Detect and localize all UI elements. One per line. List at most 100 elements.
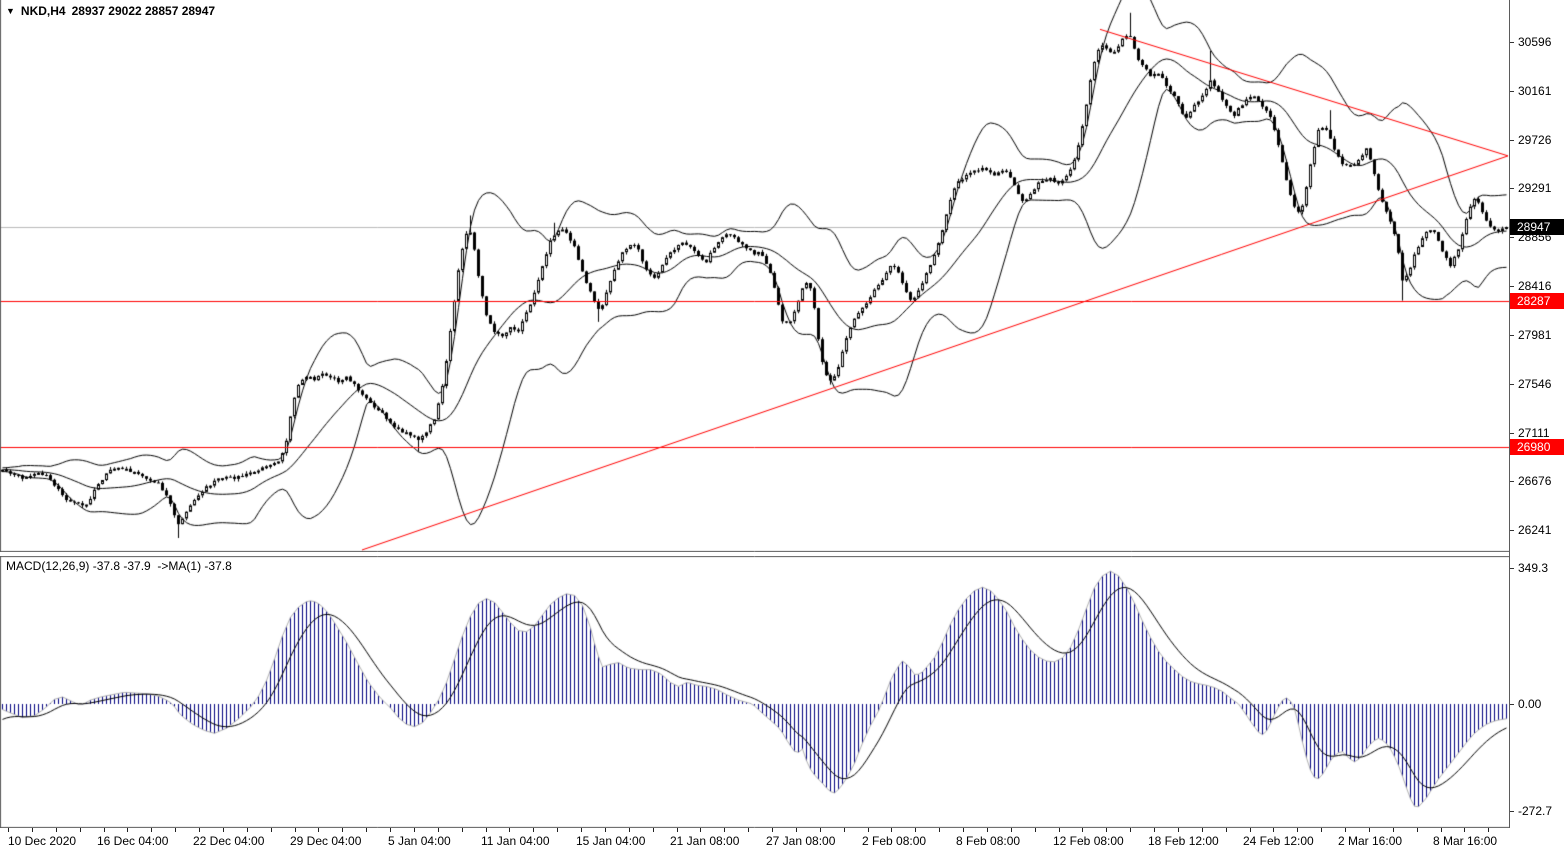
time-axis-tick-mark (438, 828, 439, 832)
axis-tick-mark (1510, 567, 1514, 569)
time-axis-tick-mark (32, 828, 33, 832)
time-axis-tick-mark (1250, 828, 1251, 832)
collapse-chart-icon[interactable]: ▼ (6, 6, 15, 16)
price-axis-tick: 26241 (1518, 523, 1552, 538)
time-axis-tick-mark (1345, 828, 1346, 832)
time-axis[interactable]: 10 Dec 2020 16 Dec 04:00 22 Dec 04:00 29 De… (0, 828, 1566, 850)
time-axis-tick-mark (1464, 828, 1465, 832)
macd-indicator-canvas[interactable] (0, 556, 1509, 828)
time-axis-tick-mark (414, 828, 415, 832)
axis-tick-mark (1510, 704, 1514, 705)
time-axis-tick-mark (915, 828, 916, 832)
time-axis-tick-mark (462, 828, 463, 832)
time-axis-label: 11 Jan 04:00 (481, 834, 550, 848)
time-axis-tick-mark (104, 828, 105, 832)
axis-tick-mark (1510, 383, 1514, 385)
time-axis-label: 29 Dec 04:00 (290, 834, 362, 848)
axis-tick-mark (1510, 335, 1514, 337)
time-axis-tick-mark (605, 828, 606, 832)
time-axis-label: 8 Mar 16:00 (1433, 834, 1498, 848)
time-axis-tick-mark (318, 828, 319, 832)
time-axis-tick-mark (987, 828, 988, 832)
time-axis-label: 8 Feb 08:00 (956, 834, 1021, 848)
price-level-badge: 26980 (1510, 439, 1564, 456)
time-axis-tick-mark (629, 828, 630, 832)
macd-indicator-label: MACD(12,26,9) -37.8 -37.9 ->MA(1) -37.8 (6, 559, 232, 573)
axis-tick-mark (1510, 481, 1514, 483)
time-axis-tick-mark (1130, 828, 1131, 832)
price-axis-tick: 27546 (1518, 376, 1552, 391)
price-level-badge: 28287 (1510, 292, 1564, 309)
time-axis-label: 2 Mar 16:00 (1338, 834, 1403, 848)
time-axis-tick-mark (127, 828, 128, 832)
time-axis-tick-mark (1226, 828, 1227, 832)
time-axis-tick-mark (175, 828, 176, 832)
time-axis-tick-mark (1417, 828, 1418, 832)
time-axis-tick-mark (891, 828, 892, 832)
time-axis-label: 27 Jan 08:00 (766, 834, 836, 848)
price-chart-canvas[interactable] (0, 0, 1509, 552)
macd-axis-tick: 0.00 (1518, 697, 1542, 711)
time-axis-tick-mark (199, 828, 200, 832)
chart-title: ▼ NKD,H4 28937 29022 28857 28947 (6, 4, 215, 18)
axis-tick-mark (1510, 139, 1514, 141)
time-axis-tick-mark (1178, 828, 1179, 832)
time-axis-tick-mark (1369, 828, 1370, 832)
time-axis-tick-mark (366, 828, 367, 832)
price-axis-tick: 26676 (1518, 474, 1552, 489)
time-axis-tick-mark (557, 828, 558, 832)
time-axis-tick-mark (247, 828, 248, 832)
axis-tick-mark (1510, 810, 1514, 812)
price-axis[interactable]: 30596 30161 29726 29291 28856 28416 27981 27546… (1509, 0, 1566, 828)
axis-tick-mark (1510, 286, 1514, 288)
time-axis-label: 5 Jan 04:00 (388, 834, 451, 848)
time-axis-tick-mark (1273, 828, 1274, 832)
time-axis-tick-mark (533, 828, 534, 832)
time-axis-tick-mark (342, 828, 343, 832)
time-axis-tick-mark (390, 828, 391, 832)
time-axis-label: 2 Feb 08:00 (862, 834, 927, 848)
time-axis-label: 24 Feb 12:00 (1243, 834, 1314, 848)
axis-tick-mark (1510, 91, 1514, 93)
time-axis-tick-mark (939, 828, 940, 832)
time-axis-tick-mark (56, 828, 57, 832)
time-axis-tick-mark (820, 828, 821, 832)
time-axis-tick-mark (581, 828, 582, 832)
price-axis-tick: 29726 (1518, 132, 1552, 147)
time-axis-tick-mark (653, 828, 654, 832)
price-axis-tick: 28416 (1518, 279, 1552, 294)
macd-axis-tick: 349.3 (1518, 560, 1549, 575)
axis-tick-mark (1510, 237, 1514, 239)
time-axis-tick-mark (1488, 828, 1489, 832)
time-axis-tick-mark (509, 828, 510, 832)
time-axis-tick-mark (1297, 828, 1298, 832)
time-axis-label: 22 Dec 04:00 (193, 834, 265, 848)
time-axis-tick-mark (80, 828, 81, 832)
time-axis-tick-mark (1441, 828, 1442, 832)
symbol-period-label: NKD,H4 (20, 4, 66, 18)
price-axis-tick: 27111 (1518, 425, 1550, 440)
time-axis-label: 12 Feb 08:00 (1053, 834, 1124, 848)
time-axis-label: 21 Jan 08:00 (670, 834, 740, 848)
time-axis-tick-mark (700, 828, 701, 832)
axis-tick-mark (1510, 530, 1514, 532)
time-axis-tick-mark (868, 828, 869, 832)
time-axis-tick-mark (271, 828, 272, 832)
price-axis-tick: 30596 (1518, 35, 1552, 50)
current-price-badge: 28947 (1510, 219, 1564, 235)
time-axis-tick-mark (223, 828, 224, 832)
time-axis-tick-mark (295, 828, 296, 832)
time-axis-label: 18 Feb 12:00 (1148, 834, 1219, 848)
time-axis-tick-mark (1202, 828, 1203, 832)
time-axis-tick-mark (486, 828, 487, 832)
time-axis-tick-mark (772, 828, 773, 832)
time-axis-tick-mark (1035, 828, 1036, 832)
axis-tick-mark (1510, 432, 1514, 434)
axis-tick-mark (1510, 42, 1514, 44)
time-axis-tick-mark (677, 828, 678, 832)
price-axis-tick: 29291 (1518, 181, 1552, 196)
time-axis-tick-mark (1059, 828, 1060, 832)
time-axis-tick-mark (151, 828, 152, 832)
time-axis-tick-mark (1154, 828, 1155, 832)
